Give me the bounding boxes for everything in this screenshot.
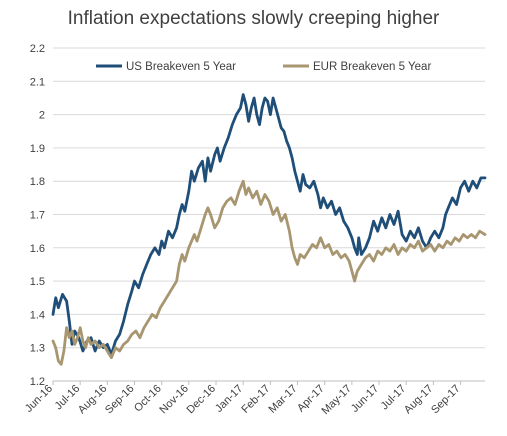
series-line-us <box>51 93 487 356</box>
gridlines <box>53 47 485 382</box>
x-tick-label: Sep-16 <box>103 383 137 417</box>
x-tick-label: Nov-16 <box>157 383 191 417</box>
x-tick-label: Sep-17 <box>429 383 463 417</box>
legend-item-eur: EUR Breakeven 5 Year <box>283 61 431 73</box>
y-tick-label: 2.2 <box>30 43 45 55</box>
legend-label: US Breakeven 5 Year <box>126 61 236 73</box>
x-tick-label: Feb-17 <box>239 383 272 416</box>
x-tick-label: Aug-17 <box>402 383 436 417</box>
y-tick-label: 1.3 <box>30 343 45 355</box>
y-tick-label: 1.6 <box>30 243 45 255</box>
legend-item-us: US Breakeven 5 Year <box>96 61 236 73</box>
legend: US Breakeven 5 Year EUR Breakeven 5 Year <box>96 61 431 73</box>
y-tick-label: 2 <box>39 110 45 122</box>
x-tick-label: Jun-17 <box>349 383 381 415</box>
x-tick-label: Mar-17 <box>267 383 300 416</box>
series-line-eur <box>51 179 487 366</box>
legend-label: EUR Breakeven 5 Year <box>313 61 431 73</box>
chart-title: Inflation expectations slowly creeping h… <box>67 8 440 29</box>
x-tick-label: May-17 <box>320 383 354 417</box>
x-tick-label: Jan-17 <box>213 383 245 415</box>
y-tick-label: 1.8 <box>30 176 45 188</box>
series-lines <box>51 93 487 366</box>
y-tick-label: 1.4 <box>30 309 45 321</box>
y-tick-label: 2.1 <box>30 76 45 88</box>
y-tick-label: 1.7 <box>30 210 45 222</box>
x-tick-label: Dec-16 <box>185 383 219 417</box>
y-tick-label: 1.2 <box>30 376 45 388</box>
y-tick-label: 1.5 <box>30 276 45 288</box>
x-tick-label: Aug-16 <box>76 383 110 417</box>
y-tick-label: 1.9 <box>30 143 45 155</box>
